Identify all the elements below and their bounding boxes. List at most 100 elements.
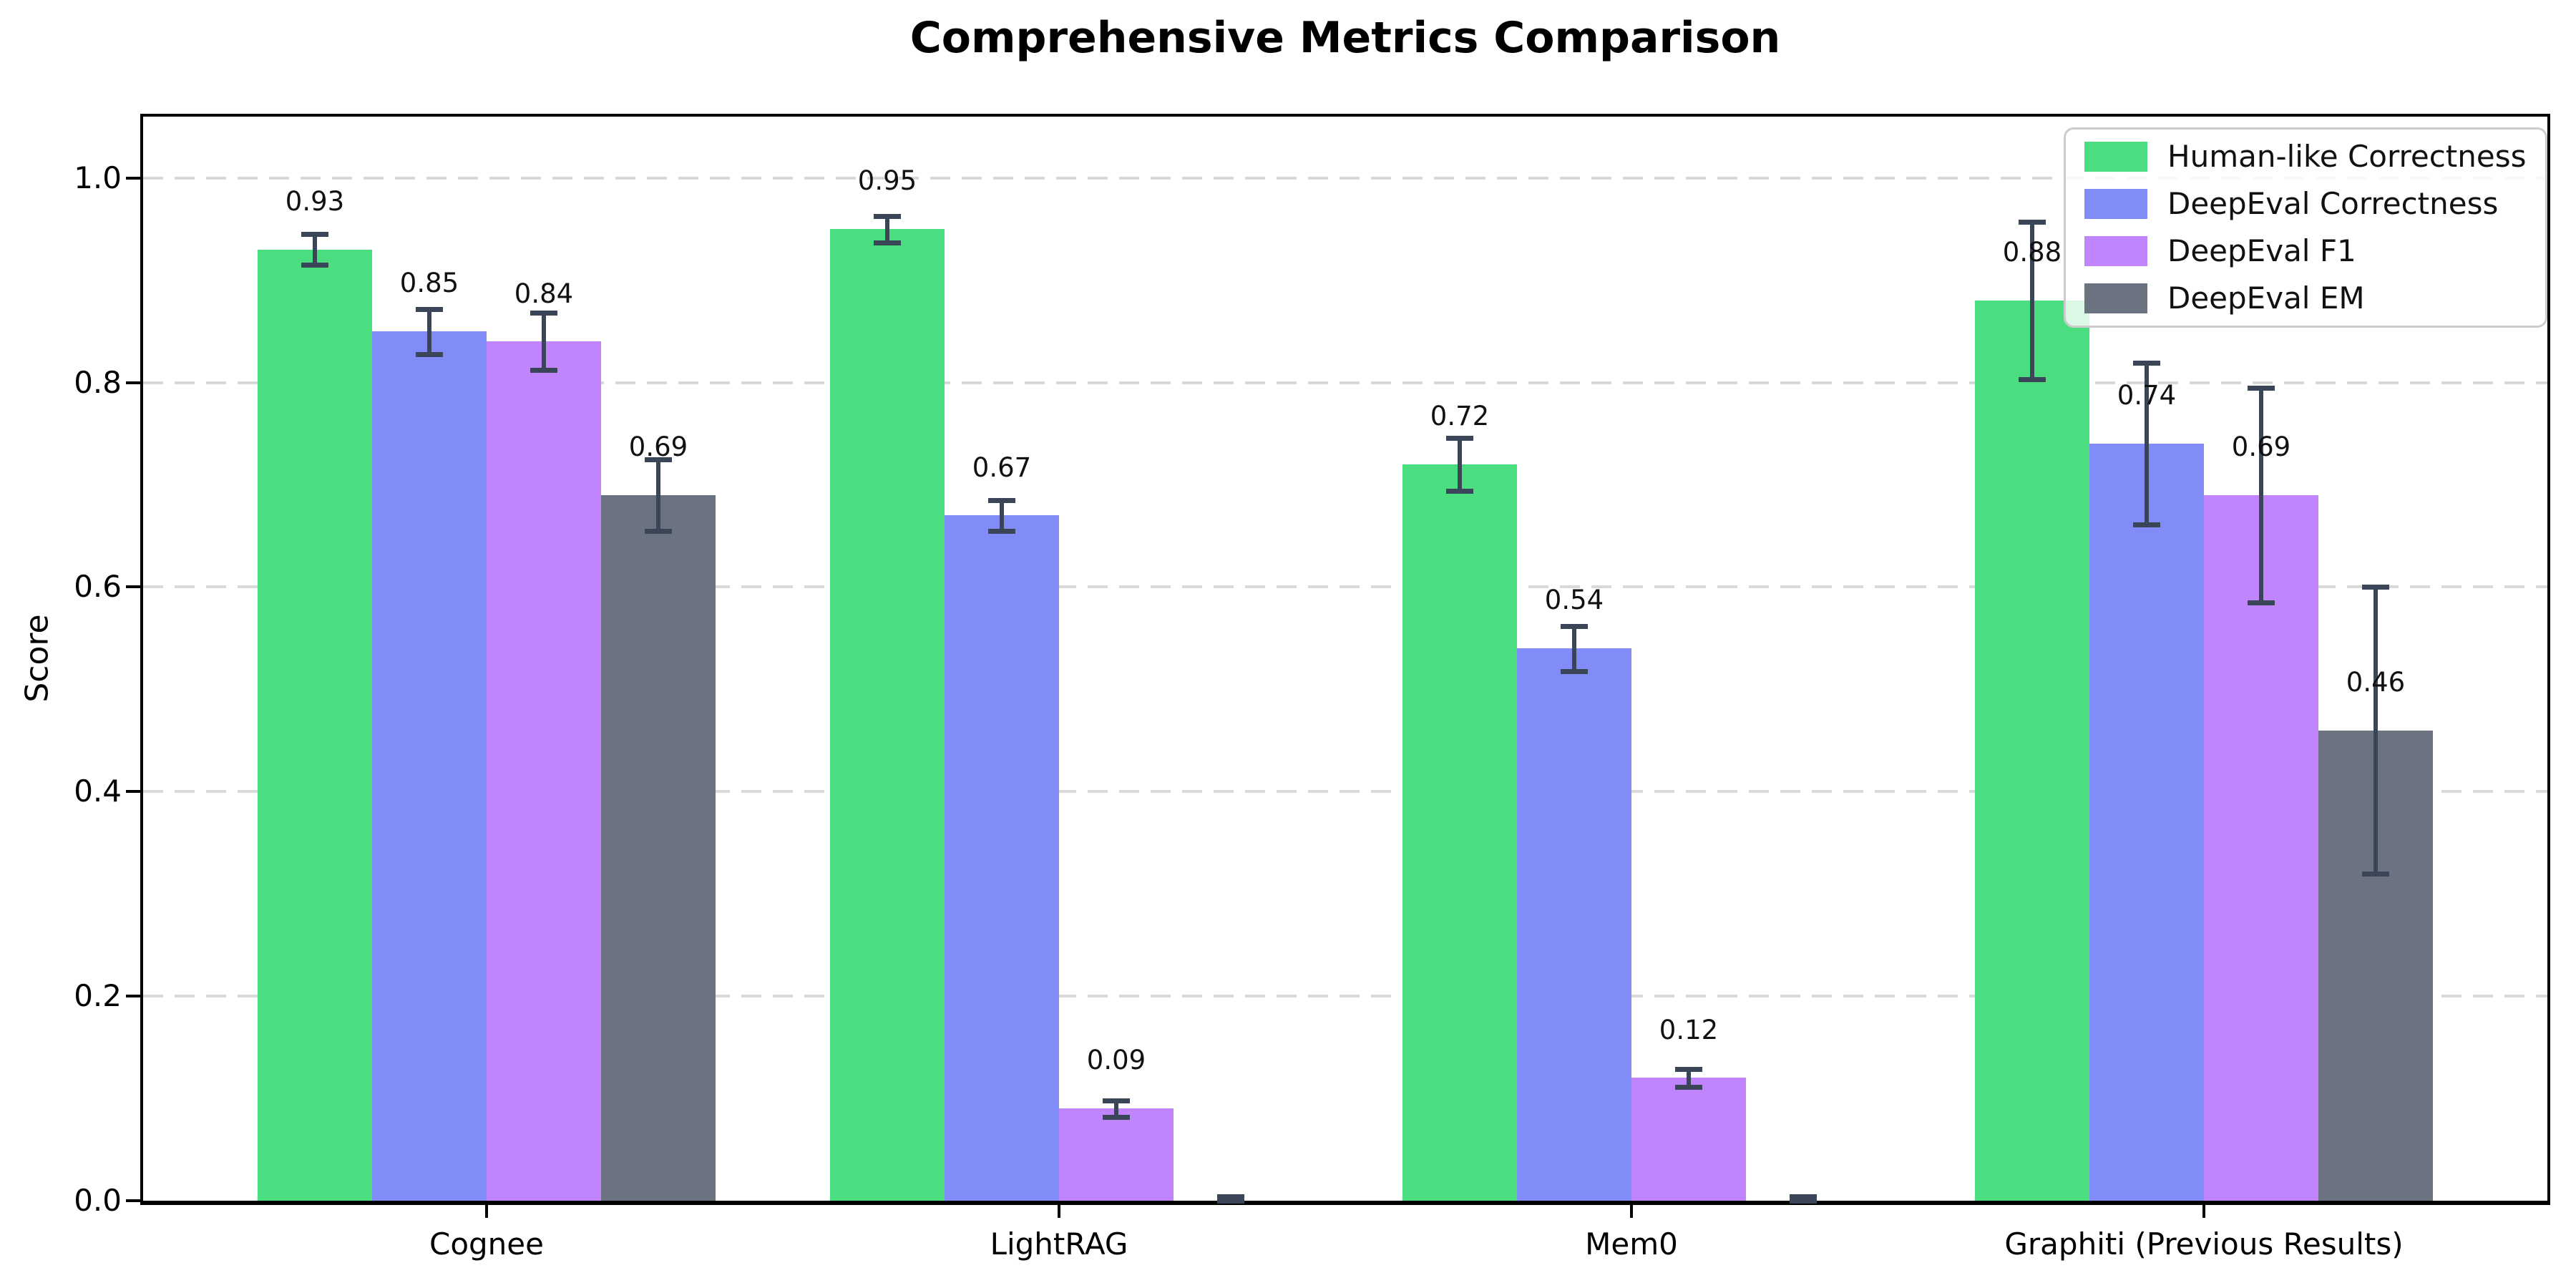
error-bar-cap bbox=[416, 351, 443, 357]
bar-value-label: 0.46 bbox=[2346, 666, 2406, 698]
legend-item-label: Human-like Correctness bbox=[2167, 139, 2527, 174]
error-bar bbox=[427, 308, 431, 354]
error-bar-cap bbox=[1675, 1085, 1702, 1091]
bar-value-label: 0.69 bbox=[628, 431, 688, 462]
error-bar bbox=[2030, 222, 2034, 380]
y-tick-mark bbox=[126, 790, 140, 794]
bar-value-label: 0.67 bbox=[972, 452, 1032, 483]
y-tick-label: 0.2 bbox=[74, 978, 122, 1014]
bar-value-label: 0.85 bbox=[399, 268, 459, 299]
legend-item: DeepEval Correctness bbox=[2084, 185, 2527, 223]
error-bar-cap bbox=[1561, 668, 1588, 674]
bar-value-label: 0.95 bbox=[857, 165, 917, 197]
legend-item: DeepEval EM bbox=[2084, 280, 2527, 317]
legend-item-label: DeepEval F1 bbox=[2167, 233, 2356, 268]
bar-value-label: 0.12 bbox=[1659, 1014, 1719, 1045]
error-bar bbox=[2259, 387, 2263, 602]
y-tick-mark bbox=[126, 176, 140, 180]
legend-item: DeepEval F1 bbox=[2084, 233, 2527, 270]
x-tick-mark bbox=[1630, 1205, 1633, 1218]
error-bar bbox=[313, 234, 317, 265]
x-tick-mark bbox=[2202, 1205, 2205, 1218]
bar-value-label: 0.54 bbox=[1544, 585, 1604, 616]
error-bar-cap bbox=[1103, 1114, 1130, 1120]
legend-item-label: DeepEval EM bbox=[2167, 280, 2365, 316]
legend-swatch bbox=[2084, 189, 2147, 219]
bar bbox=[830, 229, 945, 1201]
legend-item-label: DeepEval Correctness bbox=[2167, 186, 2499, 221]
bar bbox=[1517, 648, 1631, 1201]
error-bar-cap bbox=[645, 528, 672, 534]
error-bar-cap bbox=[2019, 220, 2046, 225]
bar-value-label: 0.09 bbox=[1086, 1045, 1146, 1076]
legend-swatch bbox=[2084, 236, 2147, 266]
error-bar-cap bbox=[2019, 377, 2046, 383]
error-bar bbox=[1114, 1100, 1118, 1117]
error-bar-cap bbox=[1217, 1199, 1244, 1204]
error-bar-cap bbox=[301, 232, 328, 238]
error-bar-cap bbox=[645, 457, 672, 462]
error-bar bbox=[1572, 625, 1576, 671]
gridline bbox=[143, 995, 2547, 998]
error-bar-cap bbox=[2248, 600, 2275, 605]
error-bar-cap bbox=[2362, 585, 2389, 590]
bar bbox=[945, 515, 1059, 1201]
x-tick-mark bbox=[485, 1205, 488, 1218]
bar-value-label: 0.72 bbox=[1430, 401, 1490, 432]
gridline bbox=[143, 381, 2547, 384]
error-bar-cap bbox=[988, 497, 1015, 503]
error-bar-cap bbox=[2248, 385, 2275, 391]
error-bar-cap bbox=[1446, 435, 1473, 441]
error-bar-cap bbox=[530, 311, 557, 316]
error-bar-cap bbox=[988, 528, 1015, 534]
y-tick-label: 1.0 bbox=[74, 160, 122, 195]
error-bar-cap bbox=[1217, 1194, 1244, 1200]
y-tick-label: 0.8 bbox=[74, 364, 122, 400]
bar-value-label: 0.93 bbox=[285, 185, 345, 217]
x-tick-label: LightRAG bbox=[990, 1226, 1128, 1262]
error-bar-cap bbox=[874, 240, 901, 245]
legend-item: Human-like Correctness bbox=[2084, 138, 2527, 175]
bar-value-label: 0.84 bbox=[514, 278, 574, 309]
legend-swatch bbox=[2084, 283, 2147, 313]
bar bbox=[372, 331, 487, 1201]
error-bar-cap bbox=[1103, 1098, 1130, 1103]
error-bar-cap bbox=[1446, 489, 1473, 494]
bar bbox=[487, 341, 601, 1201]
error-bar bbox=[2373, 587, 2378, 874]
bar bbox=[1402, 464, 1517, 1201]
y-tick-label: 0.6 bbox=[74, 569, 122, 605]
error-bar-cap bbox=[1790, 1199, 1817, 1204]
x-tick-label: Cognee bbox=[429, 1226, 544, 1262]
y-tick-label: 0.4 bbox=[74, 774, 122, 809]
bar bbox=[1631, 1078, 1746, 1201]
y-tick-mark bbox=[126, 585, 140, 589]
gridline bbox=[143, 176, 2547, 180]
y-tick-mark bbox=[126, 995, 140, 998]
error-bar-cap bbox=[1675, 1066, 1702, 1072]
bar-value-label: 0.88 bbox=[2002, 237, 2062, 268]
bar bbox=[258, 249, 372, 1201]
error-bar-cap bbox=[2362, 871, 2389, 877]
gridline bbox=[143, 790, 2547, 794]
bar bbox=[2204, 494, 2318, 1201]
error-bar-cap bbox=[874, 213, 901, 219]
error-bar bbox=[1458, 437, 1462, 492]
y-tick-label: 0.0 bbox=[74, 1183, 122, 1218]
x-tick-label: Graphiti (Previous Results) bbox=[2004, 1226, 2404, 1262]
bar bbox=[2089, 444, 2204, 1201]
error-bar-cap bbox=[301, 263, 328, 268]
y-tick-mark bbox=[126, 381, 140, 384]
x-tick-label: Mem0 bbox=[1585, 1226, 1678, 1262]
legend-swatch bbox=[2084, 142, 2147, 172]
error-bar bbox=[1000, 499, 1004, 531]
error-bar-cap bbox=[416, 306, 443, 312]
x-tick-mark bbox=[1058, 1205, 1060, 1218]
bar-value-label: 0.69 bbox=[2231, 431, 2291, 462]
bar-value-label: 0.74 bbox=[2117, 380, 2177, 411]
legend: Human-like Correctness DeepEval Correctne… bbox=[2064, 127, 2547, 328]
error-bar-cap bbox=[530, 368, 557, 374]
gridline bbox=[143, 585, 2547, 589]
bar bbox=[1059, 1108, 1174, 1201]
